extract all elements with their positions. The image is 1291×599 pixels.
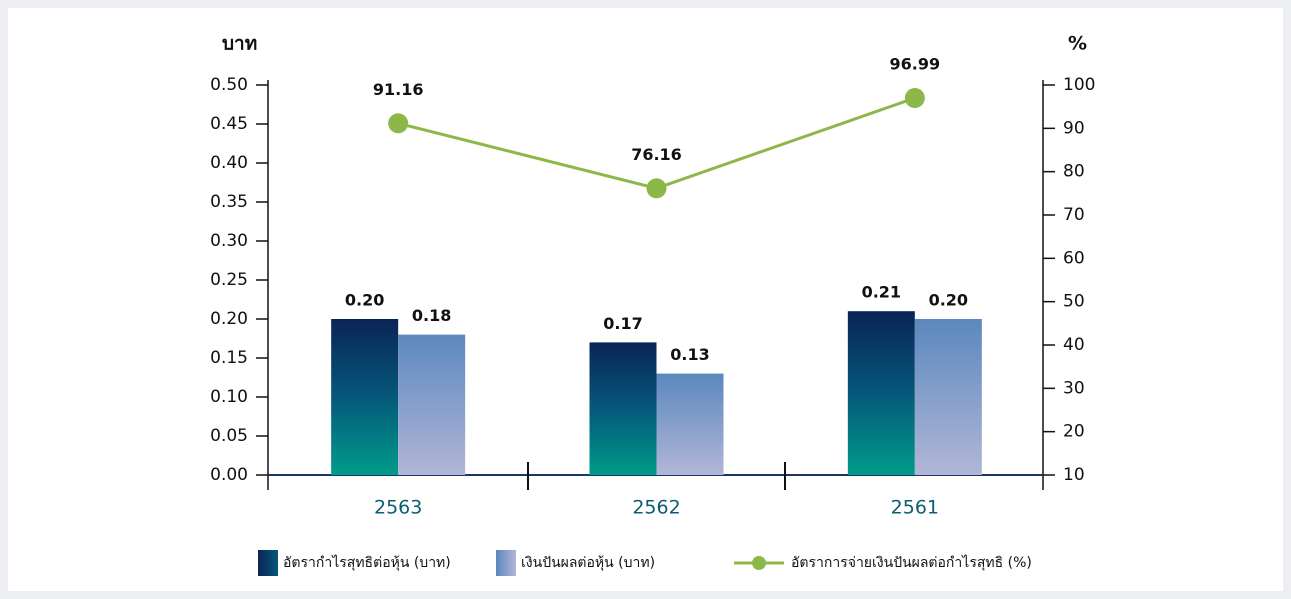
y-tick-label: 0.30: [210, 231, 248, 251]
bar: [589, 342, 657, 475]
y2-tick-label: 90: [1063, 118, 1085, 138]
y2-axis-title: %: [1068, 33, 1087, 55]
bar-value-label: 0.18: [412, 306, 451, 325]
y-tick-label: 0.40: [210, 153, 248, 173]
line-value-label: 91.16: [373, 80, 424, 99]
bar-value-label: 0.20: [929, 291, 968, 310]
bar: [331, 319, 399, 475]
y-axis-title: บาท: [222, 33, 257, 55]
legend-label: เงินปันผลต่อหุ้น (บาท): [521, 555, 655, 571]
y-tick-label: 0.05: [210, 426, 248, 446]
y2-tick-label: 100: [1063, 75, 1095, 95]
line-point: [646, 178, 667, 199]
legend-swatch: [258, 550, 278, 576]
bar-value-label: 0.13: [670, 345, 709, 364]
line-value-label: 96.99: [890, 55, 941, 74]
bar: [398, 334, 466, 475]
y-tick-label: 0.35: [210, 192, 248, 212]
y-tick-label: 0.10: [210, 387, 248, 407]
x-tick-label: 2562: [632, 497, 680, 519]
y-tick-label: 0.15: [210, 348, 248, 368]
x-tick-label: 2561: [891, 497, 939, 519]
y-tick-label: 0.45: [210, 114, 248, 134]
y2-tick-label: 60: [1063, 248, 1085, 268]
y-tick-label: 0.20: [210, 309, 248, 329]
y2-tick-label: 50: [1063, 292, 1085, 312]
x-tick-label: 2563: [374, 497, 422, 519]
bar: [914, 319, 982, 475]
line-value-label: 76.16: [631, 145, 682, 164]
line-point: [904, 88, 925, 109]
y2-tick-label: 40: [1063, 335, 1085, 355]
y-tick-label: 0.25: [210, 270, 248, 290]
bar-value-label: 0.17: [603, 314, 642, 333]
y2-tick-label: 10: [1063, 465, 1085, 485]
legend-swatch: [496, 550, 516, 576]
y2-tick-label: 20: [1063, 422, 1085, 442]
legend-label: อัตรากำไรสุทธิต่อหุ้น (บาท): [283, 554, 451, 571]
bar: [656, 373, 724, 475]
y-tick-label: 0.50: [210, 75, 248, 95]
line-point: [388, 113, 409, 134]
y2-tick-label: 70: [1063, 205, 1085, 225]
legend-label: อัตราการจ่ายเงินปันผลต่อกำไรสุทธิ (%): [791, 554, 1032, 571]
y2-tick-label: 80: [1063, 162, 1085, 182]
bar-value-label: 0.20: [345, 291, 384, 310]
y2-tick-label: 30: [1063, 378, 1085, 398]
card: [8, 8, 1283, 591]
legend-swatch: [752, 556, 766, 570]
bar-value-label: 0.21: [862, 283, 901, 302]
y-tick-label: 0.00: [210, 465, 248, 485]
bar: [847, 311, 915, 475]
